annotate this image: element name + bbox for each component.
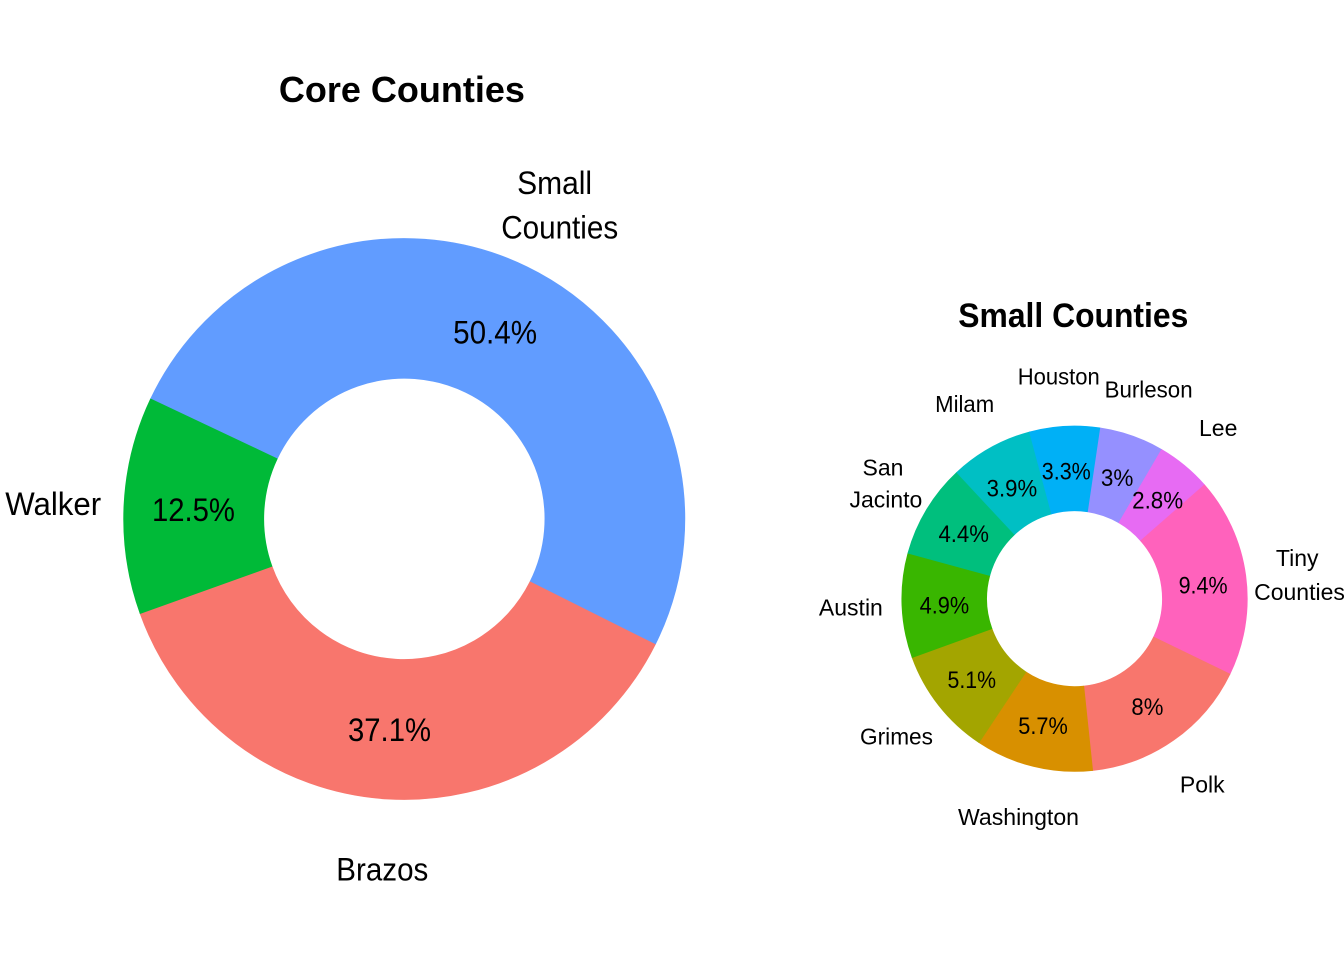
svg-text:4.4%: 4.4% [938,521,989,548]
svg-text:4.9%: 4.9% [920,592,970,619]
svg-text:Burleson: Burleson [1105,376,1193,402]
svg-text:Brazos: Brazos [336,852,428,888]
svg-text:Houston: Houston [1018,364,1100,390]
svg-text:San: San [863,455,904,481]
svg-text:Tiny: Tiny [1276,545,1319,571]
svg-text:Small Counties: Small Counties [958,297,1188,335]
svg-text:Counties: Counties [1254,579,1344,605]
svg-text:Small: Small [517,165,592,201]
svg-text:Walker: Walker [5,486,101,522]
svg-text:3%: 3% [1101,465,1134,492]
svg-text:5.1%: 5.1% [948,667,997,694]
svg-text:Jacinto: Jacinto [849,486,922,512]
svg-text:2.8%: 2.8% [1132,487,1183,514]
svg-text:3.9%: 3.9% [987,476,1038,503]
svg-text:50.4%: 50.4% [453,314,537,350]
svg-text:Polk: Polk [1180,772,1225,798]
svg-text:3.3%: 3.3% [1042,459,1091,486]
svg-text:5.7%: 5.7% [1018,713,1068,740]
svg-text:Milam: Milam [935,391,994,417]
svg-text:Washington: Washington [958,804,1079,830]
svg-text:12.5%: 12.5% [152,492,235,528]
svg-text:8%: 8% [1131,694,1163,721]
svg-text:Counties: Counties [501,209,618,245]
svg-text:Core Counties: Core Counties [279,69,525,110]
svg-text:Austin: Austin [819,595,883,621]
svg-text:37.1%: 37.1% [348,712,431,748]
svg-text:Grimes: Grimes [860,723,933,749]
svg-text:Lee: Lee [1199,415,1237,441]
svg-text:9.4%: 9.4% [1179,573,1228,600]
